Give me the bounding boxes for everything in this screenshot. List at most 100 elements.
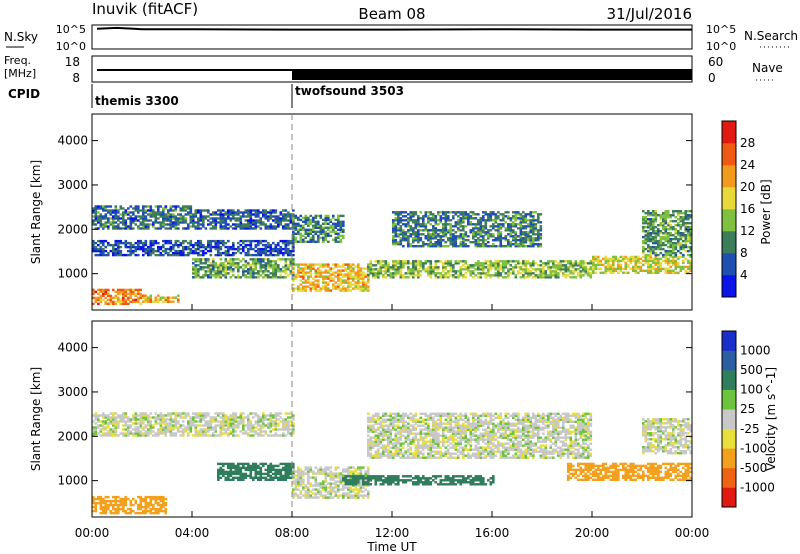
velocity-cell [292,430,295,433]
power-cell [529,239,533,242]
nave-label: Nave [752,61,783,75]
velocity-cell [209,420,213,423]
power-cell [164,219,168,222]
power-cell [254,219,258,222]
power-cell [559,270,563,273]
power-cell [142,209,145,212]
power-cell [462,235,465,238]
power-cell [529,241,533,244]
velocity-cell [112,434,115,437]
velocity-cell [99,434,103,437]
velocity-cell [224,476,228,479]
power-cell [167,300,170,303]
power-cell [652,271,655,274]
power-cell [144,223,148,226]
power-cell [269,260,273,263]
power-cell [679,237,683,241]
power-cell [127,288,130,292]
velocity-cell [112,412,115,415]
power-cell [477,213,480,216]
velocity-cell [262,476,265,479]
power-cell [217,274,220,277]
power-cell [394,225,398,228]
power-cell [294,240,298,243]
power-cell [324,226,328,229]
power-cell [404,233,408,236]
velocity-cell [274,424,278,427]
power-cell [642,216,645,219]
velocity-cell [114,418,118,421]
power-cell [197,276,200,279]
power-cell [527,237,530,240]
power-cell [294,232,298,235]
power-cell [92,249,95,253]
power-cell [339,287,343,290]
power-cell [292,216,295,220]
velocity-cell [149,420,153,423]
power-cell [299,236,303,239]
power-cell [472,266,475,269]
power-cell [272,241,275,245]
power-cell [484,231,488,234]
power-cell [659,216,663,219]
power-cell [492,274,495,277]
power-cell [309,267,313,270]
power-cell [537,239,540,242]
velocity-cell [112,422,115,425]
velocity-cell [169,432,173,435]
power-cell [354,273,358,276]
power-cell [434,227,438,230]
power-cell [92,292,95,296]
power-cell [297,265,300,268]
power-cell [232,247,235,251]
power-cell [329,224,333,227]
power-cell [544,264,548,267]
power-cell [229,276,233,279]
velocity-cell [202,432,205,435]
velocity-cell [294,484,298,487]
power-cell [189,215,193,218]
power-cell [307,263,310,266]
velocity-cell [144,503,148,507]
power-cell [182,253,185,257]
power-cell [194,249,198,253]
power-cell [177,205,180,208]
power-cell [674,255,678,259]
power-cell [682,267,685,271]
power-cell [389,274,393,277]
power-cell [534,239,538,242]
power-cell [407,260,410,263]
power-cell [394,272,398,275]
power-cell [394,268,398,271]
power-cell [112,219,115,222]
power-cell [352,287,355,290]
power-cell [307,267,310,270]
velocity-cell [247,468,250,472]
power-cell [532,225,535,228]
velocity-cell [254,426,258,429]
velocity-cell [257,472,260,476]
power-cell [147,300,150,303]
velocity-cell [132,414,135,417]
velocity-cell [234,468,238,472]
power-cell [409,245,413,248]
power-cell [254,209,258,212]
velocity-cell [149,507,153,511]
velocity-cell [157,430,160,433]
power-cell [669,255,673,259]
power-cell [327,232,330,235]
power-cell [442,223,445,226]
power-cell [534,262,538,265]
power-cell [487,274,490,277]
power-cell [232,211,235,214]
power-cell [609,259,613,263]
power-cell [292,227,295,230]
power-cell [244,225,248,228]
power-cell [437,219,440,222]
power-cell [282,266,285,269]
power-cell [392,223,395,226]
power-cell [329,267,333,270]
power-cell [674,230,678,233]
power-cell [654,232,658,235]
power-cell [119,217,123,220]
